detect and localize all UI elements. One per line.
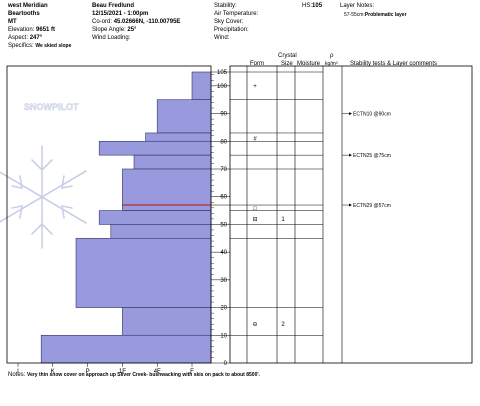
height-tick-label-7: 40 [220,250,227,256]
crystal-form-4: ⊖ [252,322,257,328]
observation-datetime: 12/15/2021 - 1:00pm [92,11,149,17]
hardness-tick-label-0: I [17,369,19,375]
notes-text: Very thin snow cover on approach up Silv… [27,372,260,378]
hardness-profile [40,71,212,364]
location-line-1: west Meridian [8,3,48,9]
height-tick-label-0: 105 [217,70,228,76]
layer-note-text: Problematic layer [364,12,407,18]
hardness-axis: I K P 1F 4F F [17,363,194,375]
aspect-value: 247° [29,35,43,41]
height-tick-label-1: 100 [217,84,228,90]
location-line-3: MT [8,19,17,25]
crystal-forms: + # □ ⊟ 1 ⊖ 2 [252,84,285,328]
form-header: Form [250,61,264,67]
hardness-tick-label-2: P [86,369,90,375]
hardness-bar-2 [145,132,212,142]
wind-loading-label: Wind Loading: [92,35,131,41]
density-symbol: ρ [330,53,334,59]
crystal-size-4: 2 [281,322,285,328]
arrow-head-icon [349,153,352,157]
aspect-row: Aspect: 247° [8,34,42,42]
crystal-size-3: 1 [281,217,285,223]
hardness-bar-6 [122,204,212,211]
hardness-plot-border [6,65,212,364]
notes-row: Notes: Very thin snow cover on approach … [8,371,260,379]
specifics-value: We skied slope [35,43,72,49]
hardness-tick-label-3: 1F [119,369,126,375]
slope-label: Slope Angle: [92,27,126,33]
layer-lines [211,71,323,336]
hardness-tick-label-4: 4F [154,369,161,375]
stability-test-label-0: ECTN10 @90cm [353,112,391,118]
hardness-bar-7 [98,210,212,225]
hs-value: 105 [312,3,323,9]
coord-label: Co-ord: [92,19,113,25]
wind-label: Wind: [214,35,230,41]
specifics-label: Specifics: [8,43,34,49]
height-tick-label-2: 90 [220,112,227,118]
hs-row: HS:105 [302,2,322,10]
crystal-header: Crystal [278,53,297,59]
elevation-label: Elevation: [8,27,35,33]
hardness-bar-5 [122,168,212,206]
height-tick-label-5: 60 [220,195,227,201]
notes-label: Notes: [8,372,26,378]
height-tick-label-4: 70 [220,167,227,173]
hardness-bar-10 [122,307,212,336]
sky-cover-label: Sky Cover: [214,19,244,25]
moisture-header: Moisture [297,61,321,67]
air-temperature-label: Air Temperature: [214,11,259,17]
slope-value: 25° [127,27,137,33]
height-tick-label-6: 50 [220,222,227,228]
hardness-bar-0 [191,71,212,101]
height-tick-label-3: 80 [220,139,227,145]
stability-tests: ECTN10 @90cm ECTN25 @75cm ECTN29 @57cm [342,112,391,209]
hardness-bar-4 [133,154,212,170]
elevation-value: 9651 ft [36,27,56,33]
hs-label: HS: [302,3,313,9]
precipitation-label: Precipitation: [214,27,249,33]
specifics-row: Specifics: We skied slope [8,42,71,50]
arrow-head-icon [349,112,352,116]
crystal-form-0: + [253,84,257,90]
hardness-tick-label-1: K [51,369,55,375]
hardness-bar-8 [110,224,212,239]
crystal-form-2: □ [253,206,257,212]
elevation-row: Elevation: 9651 ft [8,26,55,34]
size-header: Size [281,61,293,67]
density-unit: kg/m³ [325,61,338,67]
observer-name: Beau Fredlund [92,3,135,9]
hardness-bar-3 [98,140,212,156]
height-tick-label-9: 20 [220,306,227,312]
hardness-bar-1 [156,99,212,134]
hardness-tick-label-5: F [190,369,194,375]
crystal-form-1: # [253,137,257,143]
slope-row: Slope Angle: 25° [92,26,136,34]
stability-label: Stability: [214,3,237,9]
aspect-label: Aspect: [8,35,29,41]
hardness-bar-11 [40,334,212,364]
layer-table-border [229,65,473,364]
crystal-form-3: ⊟ [252,217,257,223]
watermark-text: SNOWPILOT [24,102,79,112]
arrow-head-icon [349,203,352,207]
hardness-bar-9 [75,237,212,308]
height-tick-label-11: 0 [224,361,228,367]
chart-frame [6,65,473,364]
height-tick-label-8: 30 [220,278,227,284]
stability-test-label-2: ECTN29 @57cm [353,203,391,209]
coord-value: 45.02666N, -110.00795E [113,19,181,25]
stability-tests-header: Stability tests & Layer comments [350,61,438,67]
coord-row: Co-ord: 45.02666N, -110.00795E [92,18,180,26]
layer-note-range: 57-55cm: [344,12,365,18]
snowflake-watermark-icon [0,145,87,249]
stability-test-label-1: ECTN25 @75cm [353,153,391,159]
layer-notes-label: Layer Notes: [340,3,375,9]
location-line-2: Beartooths [8,11,40,17]
height-tick-label-10: 10 [220,333,227,339]
layer-note: 57-55cm:Problematic layer [344,11,407,19]
